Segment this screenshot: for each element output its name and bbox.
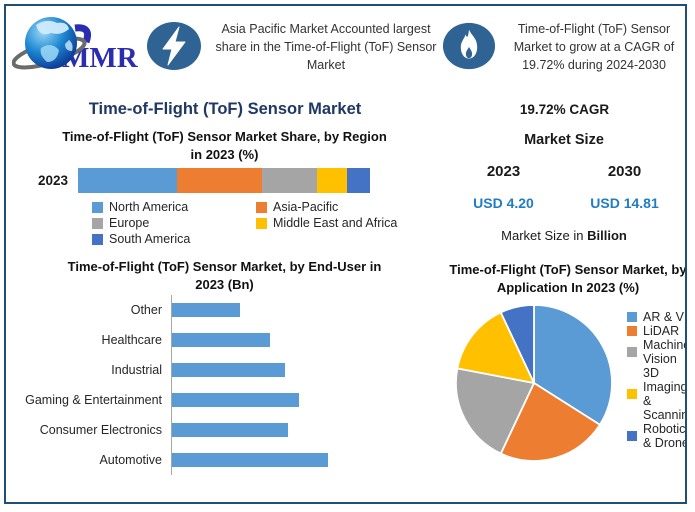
legend-marker-icon	[256, 201, 267, 213]
legend-marker-icon	[627, 389, 637, 400]
region-segment-2	[261, 168, 318, 194]
callout-cagr: Time-of-Flight (ToF) Sensor Market to gr…	[442, 21, 685, 76]
legend-label: Middle East and Africa	[273, 216, 398, 231]
application-chart-title: Time-of-Flight (ToF) Sensor Market, by A…	[449, 262, 687, 295]
enduser-bar-plot	[171, 415, 422, 446]
legend-marker-icon	[92, 201, 103, 213]
enduser-bar-plot	[171, 355, 422, 386]
application-legend-item-2: Machine Vision	[627, 338, 687, 367]
flame-icon	[442, 21, 496, 76]
legend-label: South America	[109, 232, 191, 247]
enduser-category-label: Gaming & Entertainment	[25, 393, 162, 408]
application-legend-item-0: AR & VR	[627, 310, 685, 325]
enduser-category-label: Healthcare	[101, 333, 162, 348]
enduser-bar-row-1: Healthcare	[6, 325, 443, 356]
region-legend-item-4: South America	[92, 232, 256, 246]
callout-region-text: Asia Pacific Market Accounted largest sh…	[215, 22, 437, 72]
region-chart-year-label: 2023	[37, 173, 68, 189]
cagr-label: 19.72% CAGR	[519, 102, 610, 117]
region-segment-1	[177, 168, 262, 194]
legend-marker-icon	[627, 431, 637, 442]
region-segment-3	[317, 168, 347, 194]
region-legend-item-0: North America	[92, 200, 256, 214]
enduser-bar-row-3: Gaming & Entertainment	[6, 385, 443, 416]
globe-logo-icon: MMR	[11, 16, 139, 74]
value-start-label: USD 4.20	[473, 195, 534, 211]
mmr-logo: MMR	[11, 10, 146, 87]
enduser-bar-plot	[171, 385, 422, 416]
region-chart: 2023	[6, 168, 443, 194]
pie-slice-4	[499, 304, 535, 384]
legend-label: 3D Imaging & Scanning	[643, 366, 687, 423]
legend-marker-icon	[627, 312, 637, 323]
title-row: Time-of-Flight (ToF) Sensor Market 19.72…	[6, 100, 685, 119]
legend-marker-icon	[92, 233, 103, 245]
region-segment-0	[78, 168, 178, 194]
content: Time-of-Flight (ToF) Sensor Market Share…	[6, 119, 685, 476]
lightning-icon	[146, 21, 202, 76]
legend-marker-icon	[92, 217, 103, 229]
enduser-bar-plot	[171, 445, 422, 476]
enduser-category-label: Consumer Electronics	[39, 423, 162, 438]
enduser-bar-row-2: Industrial	[6, 355, 443, 386]
enduser-bar-plot	[171, 295, 422, 326]
market-size-years: 2023 2030	[443, 163, 685, 180]
region-legend-item-1: Asia-Pacific	[256, 200, 443, 214]
enduser-bar-plot	[171, 325, 422, 356]
page-title: Time-of-Flight (ToF) Sensor Market	[88, 100, 362, 118]
application-legend-item-4: Robotics & Drone	[627, 422, 687, 451]
legend-marker-icon	[627, 326, 637, 337]
application-pie	[455, 304, 613, 462]
application-legend-item-3: 3D Imaging & Scanning	[627, 366, 687, 423]
value-end-label: USD 14.81	[590, 195, 659, 211]
region-chart-title: Time-of-Flight (ToF) Sensor Market Share…	[62, 129, 387, 162]
market-size-values: USD 4.20 USD 14.81	[443, 195, 685, 211]
pie-slice-3	[456, 311, 535, 384]
year-end-label: 2030	[607, 163, 642, 180]
enduser-category-label: Other	[130, 303, 162, 318]
enduser-category-label: Automotive	[99, 453, 162, 468]
enduser-chart-title: Time-of-Flight (ToF) Sensor Market, by E…	[67, 259, 382, 292]
region-legend-item-2: Europe	[92, 216, 256, 230]
enduser-bar	[172, 453, 329, 468]
region-legend-item-3: Middle East and Africa	[256, 216, 443, 230]
legend-label: Robotics & Drone	[643, 422, 687, 451]
callout-cagr-text: Time-of-Flight (ToF) Sensor Market to gr…	[513, 22, 675, 72]
enduser-bar	[172, 363, 285, 378]
legend-marker-icon	[256, 217, 267, 229]
pie-slice-2	[455, 367, 535, 455]
header: MMR Asia Pacific Market Accounted larges…	[6, 6, 685, 88]
right-column: Market Size 2023 2030 USD 4.20 USD 14.81…	[443, 119, 685, 464]
enduser-bar	[172, 303, 240, 318]
enduser-bar-row-5: Automotive	[6, 445, 443, 476]
enduser-bar	[172, 393, 300, 408]
application-legend-item-1: LiDAR	[627, 324, 685, 339]
enduser-bars: Other Healthcare Industrial Gaming & Entert…	[6, 295, 443, 476]
enduser-bar-row-0: Other	[6, 295, 443, 326]
market-size-unit-note: Market Size in Billion	[501, 228, 627, 243]
left-column: Time-of-Flight (ToF) Sensor Market Share…	[6, 119, 443, 476]
market-size-heading: Market Size	[524, 132, 604, 148]
enduser-bar	[172, 333, 271, 348]
enduser-bar-row-4: Consumer Electronics	[6, 415, 443, 446]
year-start-label: 2023	[486, 163, 521, 180]
legend-marker-icon	[627, 347, 637, 358]
region-stacked-bar	[78, 168, 370, 194]
legend-label: Asia-Pacific	[273, 200, 339, 215]
legend-label: Machine Vision	[643, 338, 687, 367]
region-legend: North America Asia-Pacific Europe Middle Ea…	[92, 200, 443, 246]
infographic-frame: MMR Asia Pacific Market Accounted larges…	[4, 4, 687, 504]
legend-label: LiDAR	[643, 324, 680, 339]
enduser-category-label: Industrial	[111, 363, 162, 378]
callout-region: Asia Pacific Market Accounted largest sh…	[146, 21, 442, 76]
enduser-bar	[172, 423, 289, 438]
region-segment-4	[346, 168, 370, 194]
legend-label: North America	[109, 200, 189, 215]
legend-label: Europe	[109, 216, 150, 231]
market-size-panel: Market Size 2023 2030 USD 4.20 USD 14.81…	[443, 132, 685, 243]
legend-label: AR & VR	[643, 310, 685, 325]
